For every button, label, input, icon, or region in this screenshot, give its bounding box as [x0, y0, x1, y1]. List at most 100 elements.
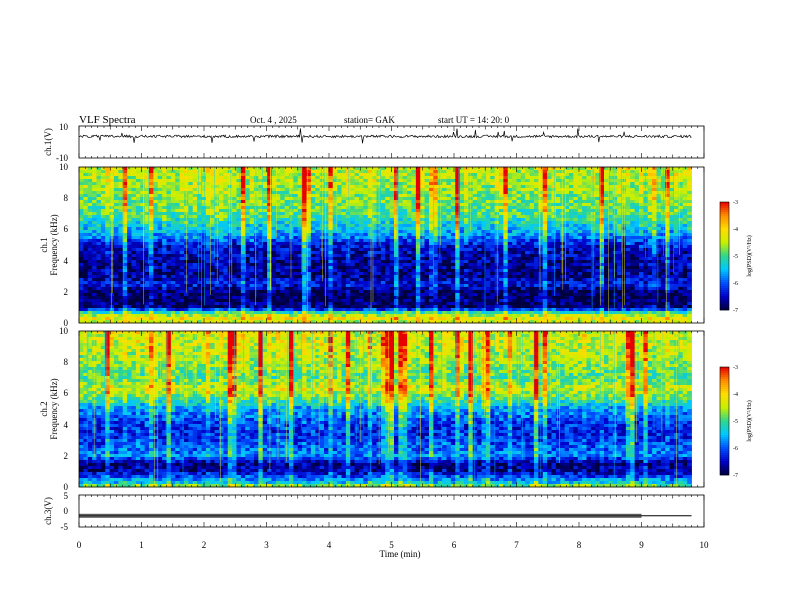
- spectrogram-cell: [280, 236, 286, 240]
- spectrogram-cell: [319, 254, 325, 258]
- spectrogram-cell: [367, 167, 373, 171]
- spectrogram-cell: [166, 317, 172, 321]
- spectrogram-cell: [280, 188, 286, 192]
- spectrogram-cell: [153, 311, 159, 315]
- spectrogram-cell: [310, 239, 316, 243]
- spectrogram-cell: [258, 293, 264, 297]
- spectrogram-cell: [262, 287, 268, 291]
- spectrogram-cell: [359, 227, 364, 231]
- spectrogram-cell: [205, 209, 211, 213]
- spectrogram-cell: [293, 272, 299, 276]
- spectrogram-cell: [315, 269, 321, 273]
- spectrogram-cell: [380, 194, 386, 198]
- spectrogram-cell: [118, 215, 124, 219]
- spectrogram-cell: [420, 206, 426, 210]
- spectrogram-cell: [345, 173, 351, 177]
- spectrogram-cell: [245, 269, 251, 273]
- spectrogram-cell: [205, 245, 211, 249]
- spectrogram-cell: [240, 245, 246, 249]
- spectrogram-cell: [114, 233, 119, 237]
- spectrogram-cell: [345, 185, 351, 189]
- spectrogram-cell: [389, 320, 395, 324]
- spectrogram-cell: [411, 236, 417, 240]
- spectrogram-cell: [79, 212, 84, 216]
- spectrogram-cell: [140, 278, 146, 282]
- spectrogram-cell: [197, 191, 202, 195]
- spectrogram-cell: [354, 233, 360, 237]
- spectrogram-cell: [280, 311, 286, 315]
- spectrogram-cell: [100, 200, 106, 204]
- spectrogram-cell: [302, 293, 307, 297]
- spectrogram-cell: [289, 314, 294, 318]
- spectrogram-cell: [446, 179, 452, 183]
- spectrogram-cell: [214, 305, 220, 309]
- spectrogram-cell: [105, 170, 111, 174]
- spectrogram-cell: [258, 176, 264, 180]
- spectrogram-cell: [324, 275, 329, 279]
- spectrogram-cell: [87, 182, 93, 186]
- spectrogram-cell: [92, 311, 97, 315]
- spectrogram-cell: [372, 212, 377, 216]
- spectrogram-cell: [271, 203, 277, 207]
- spectrogram-cell: [149, 266, 154, 270]
- spectrogram-cell: [118, 197, 124, 201]
- spectrogram-cell: [389, 173, 395, 177]
- spectrogram-cell: [118, 224, 124, 228]
- spectrogram-cell: [284, 206, 290, 210]
- spectrogram-cell: [411, 170, 417, 174]
- spectrogram-cell: [472, 269, 478, 273]
- spectrogram-cell: [219, 233, 224, 237]
- spectrogram-cell: [245, 281, 251, 285]
- spectrogram-cell: [337, 320, 342, 324]
- spectrogram-cell: [153, 251, 159, 255]
- spectrogram-cell: [245, 248, 251, 252]
- spectrogram-cell: [315, 314, 321, 318]
- spectrogram-cell: [359, 245, 364, 249]
- spectrogram-cell: [236, 272, 242, 276]
- spectrogram-cell: [254, 272, 259, 276]
- spectrogram-cell: [354, 281, 360, 285]
- spectrogram-cell: [114, 194, 119, 198]
- spectrogram-cell: [166, 293, 172, 297]
- spectrogram-cell: [302, 215, 307, 219]
- spectrogram-cell: [197, 254, 202, 258]
- spectrogram-cell: [127, 176, 132, 180]
- spectrogram-cell: [359, 224, 364, 228]
- spectrogram-cell: [92, 197, 97, 201]
- spectrogram-cell: [114, 293, 119, 297]
- spectrogram-cell: [284, 179, 290, 183]
- spectrogram-cell: [407, 185, 412, 189]
- spectrogram-cell: [114, 224, 119, 228]
- spectrogram-cell: [149, 230, 154, 234]
- spectrogram-cell: [433, 233, 439, 237]
- spectrogram-cell: [262, 179, 268, 183]
- spectrogram-cell: [455, 200, 461, 204]
- spectrogram-cell: [271, 233, 277, 237]
- spectrogram-cell: [96, 236, 102, 240]
- spectrogram-cell: [328, 278, 334, 282]
- spectrogram-cell: [359, 236, 364, 240]
- spectrogram-cell: [135, 173, 141, 177]
- spectrogram-cell: [179, 299, 185, 303]
- spectrogram-cell: [407, 194, 412, 198]
- spectrogram-cell: [149, 185, 154, 189]
- spectrogram-cell: [402, 203, 408, 207]
- spectrogram-cell: [420, 296, 426, 300]
- spectrogram-cell: [472, 308, 478, 312]
- spectrogram-cell: [262, 170, 268, 174]
- spectrogram-cell: [188, 254, 194, 258]
- spectrogram-cell: [262, 167, 268, 171]
- spectrogram-cell: [328, 173, 334, 177]
- spectrogram-cell: [205, 176, 211, 180]
- spectrogram-cell: [135, 296, 141, 300]
- spectrogram-cell: [79, 197, 84, 201]
- spectrogram-cell: [420, 287, 426, 291]
- spectrogram-cell: [429, 209, 434, 213]
- spectrogram-cell: [306, 260, 312, 264]
- spectrogram-cell: [188, 251, 194, 255]
- spectrogram-cell: [254, 224, 259, 228]
- spectrogram-cell: [79, 173, 84, 177]
- spectrogram-cell: [394, 272, 399, 276]
- spectrogram-cell: [210, 251, 216, 255]
- spectrogram-cell: [324, 218, 329, 222]
